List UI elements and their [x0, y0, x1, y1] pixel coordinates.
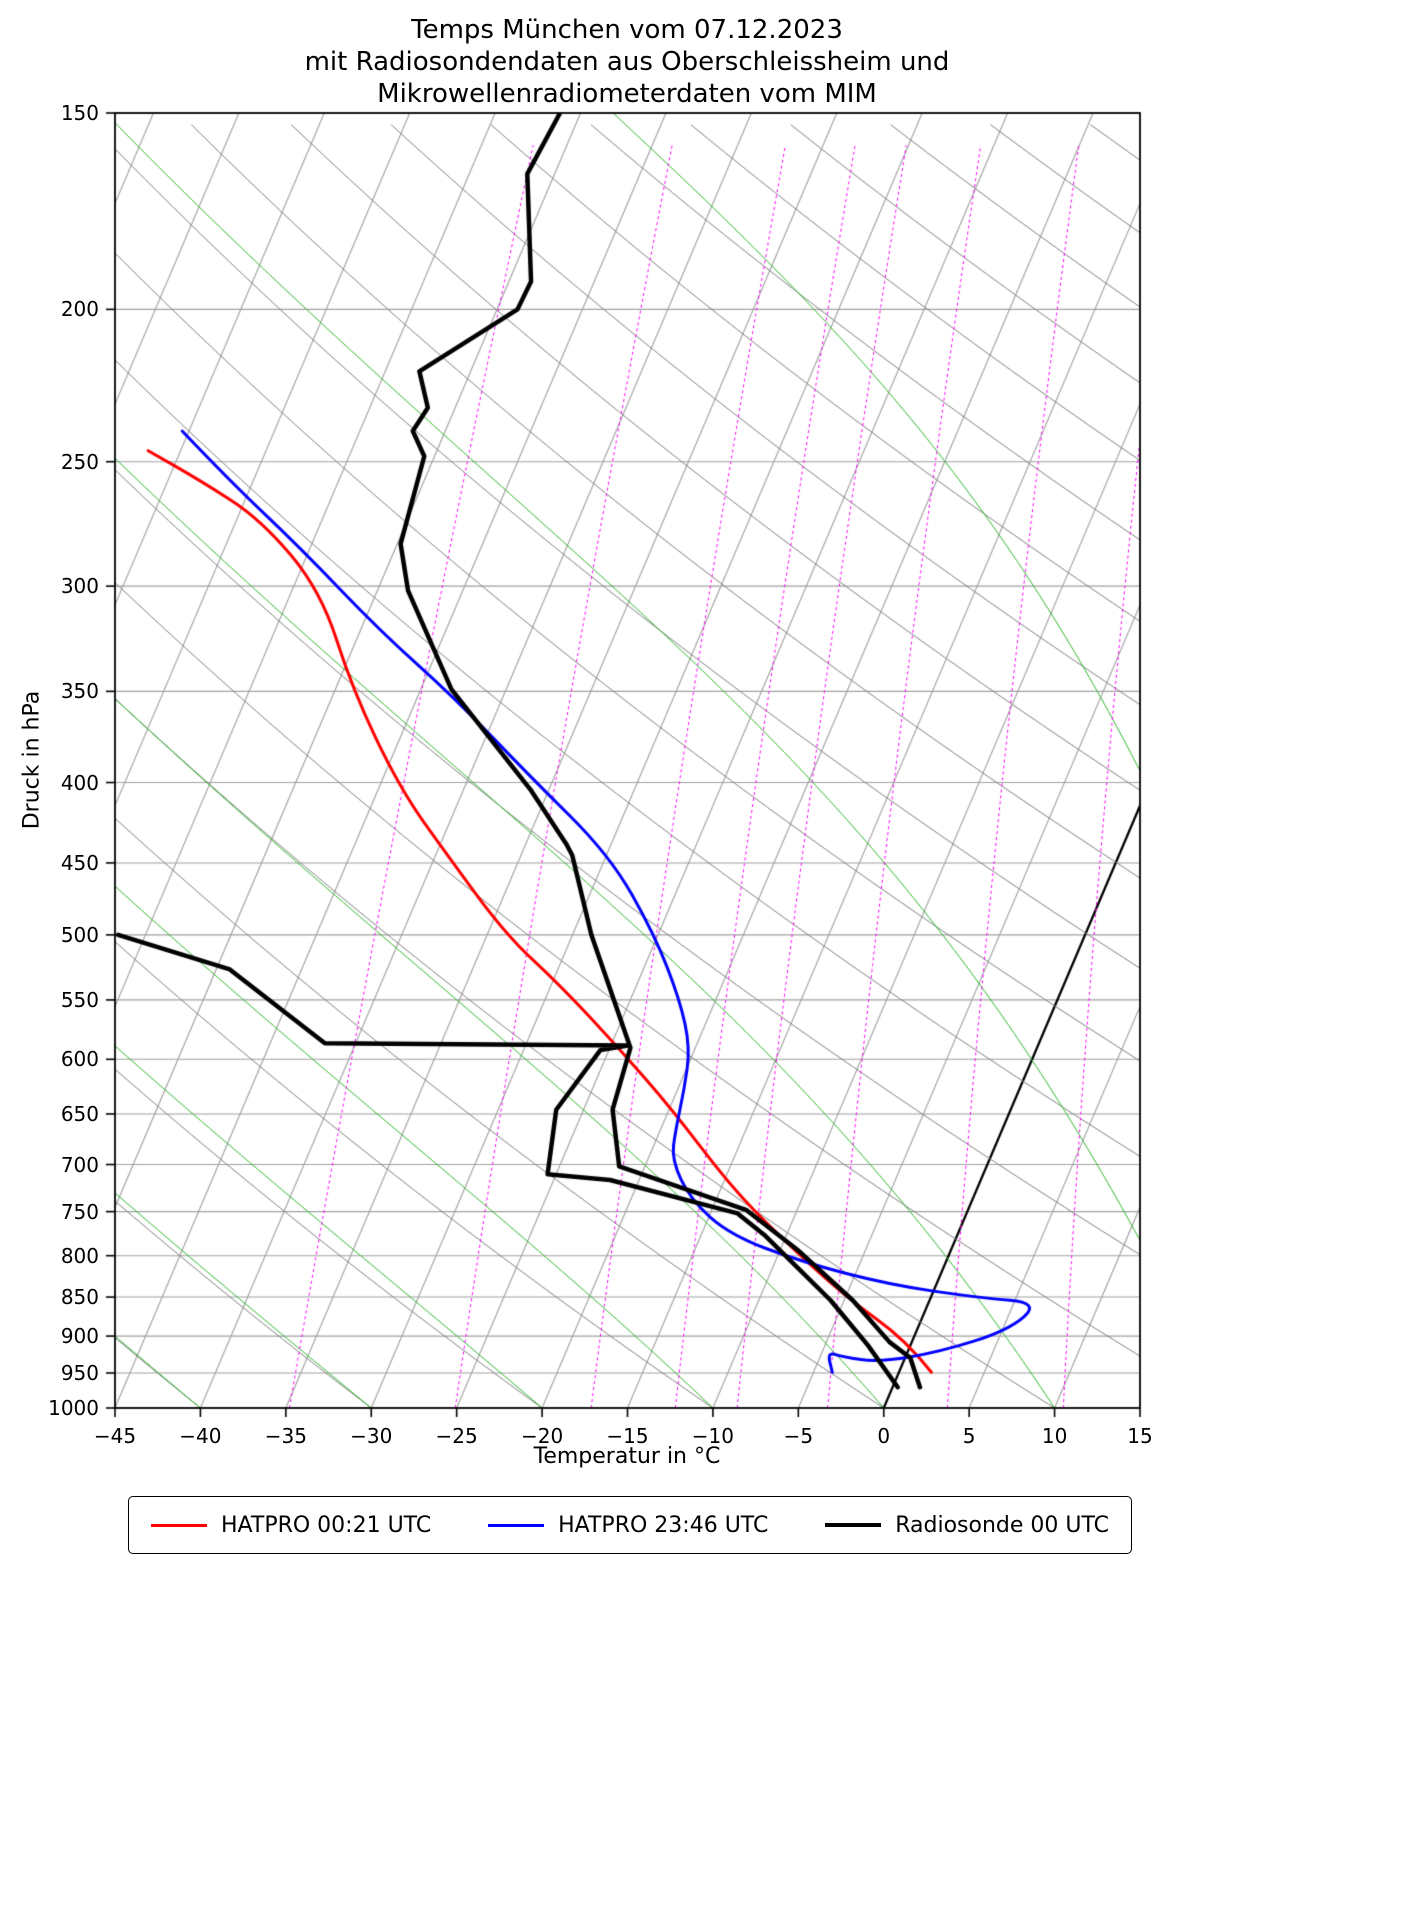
y-tick-label: 900 — [60, 1324, 99, 1349]
y-axis-label: Druck in hPa — [19, 690, 45, 830]
x-tick-label: 0 — [877, 1424, 891, 1448]
y-tick-label: 850 — [60, 1285, 99, 1310]
y-tick-label: 550 — [60, 987, 99, 1012]
x-tick-label: −25 — [435, 1424, 478, 1448]
x-tick-label: 10 — [1041, 1424, 1068, 1448]
y-tick-label: 950 — [60, 1360, 99, 1385]
y-tick-label: 150 — [60, 101, 99, 125]
x-axis-label: Temperatur in °C — [533, 1444, 721, 1469]
x-tick-label: −30 — [350, 1424, 393, 1448]
y-tick-label: 600 — [60, 1047, 99, 1072]
legend: HATPRO 00:21 UTC HATPRO 23:46 UTC Radios… — [128, 1496, 1132, 1554]
legend-item-hatpro-0021: HATPRO 00:21 UTC — [151, 1513, 431, 1538]
y-tick-label: 500 — [60, 922, 99, 947]
y-tick-label: 200 — [60, 297, 99, 322]
x-tick-label: −20 — [520, 1424, 564, 1448]
x-tick-label: −15 — [606, 1424, 649, 1448]
y-tick-label: 700 — [60, 1152, 99, 1177]
legend-item-hatpro-2346: HATPRO 23:46 UTC — [488, 1513, 768, 1538]
y-tick-label: 300 — [60, 574, 99, 599]
y-tick-label: 800 — [60, 1243, 99, 1268]
x-tick-label: −5 — [783, 1424, 814, 1448]
x-tick-label: 5 — [962, 1424, 976, 1448]
x-tick-label: −10 — [691, 1424, 735, 1448]
y-tick-label: 350 — [60, 679, 99, 704]
x-tick-label: −35 — [264, 1424, 307, 1448]
y-tick-label: 750 — [60, 1199, 99, 1224]
x-tick-label: 15 — [1127, 1424, 1153, 1448]
x-tick-label: −45 — [93, 1424, 137, 1448]
legend-label-hatpro-0021: HATPRO 00:21 UTC — [221, 1512, 432, 1538]
y-tick-label: 400 — [60, 770, 99, 795]
legend-item-radiosonde: Radiosonde 00 UTC — [825, 1513, 1109, 1538]
legend-label-hatpro-2346: HATPRO 23:46 UTC — [558, 1512, 769, 1538]
y-tick-label: 650 — [60, 1101, 99, 1126]
y-tick-label: 1000 — [48, 1396, 99, 1420]
y-tick-label: 250 — [60, 449, 99, 474]
legend-line-red-icon — [151, 1523, 207, 1527]
legend-line-blue-icon — [488, 1523, 545, 1527]
legend-label-radiosonde: Radiosonde 00 UTC — [895, 1512, 1109, 1538]
y-tick-label: 450 — [60, 850, 99, 875]
legend-line-black-icon — [825, 1523, 882, 1527]
x-tick-label: −40 — [179, 1424, 222, 1448]
